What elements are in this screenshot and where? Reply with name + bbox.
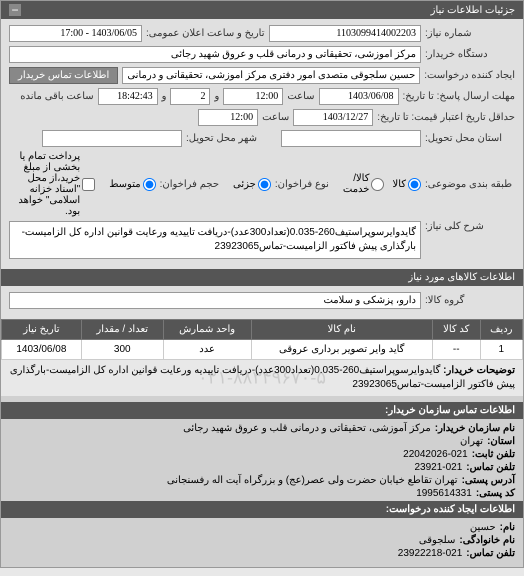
creator-contact-header: اطلاعات ایجاد کننده درخواست: — [1, 501, 523, 518]
radio-goods[interactable]: کالا — [392, 178, 421, 191]
tags-label: شرح کلی نیاز: — [425, 221, 515, 232]
fax-value: 23921-021 — [414, 462, 462, 473]
announce-date-input[interactable] — [9, 25, 142, 42]
description-row: توضیحات خریدار: گایدوایرسوپراستیف260-0.0… — [1, 360, 523, 396]
time-label-1: ساعت — [287, 91, 314, 102]
tags-text: گایدوایرسوپراستیف260-0.035(تعداد300عدد)-… — [9, 221, 421, 259]
remaining-days-input[interactable] — [170, 88, 210, 105]
address-value: تهران تقاطع خیابان حضرت ولی عصر(عج) و بز… — [167, 475, 458, 486]
table-row: 1 -- گاید وایر تصویر برداری عروقی عدد 30… — [2, 340, 523, 360]
th-unit: واحد شمارش — [163, 320, 251, 340]
state-value: تهران — [460, 436, 483, 447]
deadline-time-input[interactable] — [223, 88, 283, 105]
contact-info-button[interactable]: اطلاعات تماس خریدار — [9, 67, 118, 84]
fax-label: تلفن تماس: — [466, 462, 515, 473]
cell-name: گاید وایر تصویر برداری عروقی — [251, 340, 432, 360]
cell-date: 1403/06/08 — [2, 340, 82, 360]
day-label2: و — [162, 91, 167, 102]
goods-table: ردیف کد کالا نام کالا واحد شمارش تعداد /… — [1, 319, 523, 360]
validity-date-input[interactable] — [293, 109, 373, 126]
creator-family-value: سلجوقی — [419, 535, 455, 546]
validity-label: حداقل تاریخ اعتبار قیمت: تا تاریخ: — [377, 112, 515, 123]
creator-name-label: نام: — [500, 522, 515, 533]
cell-idx: 1 — [480, 340, 522, 360]
buyer-org-input[interactable] — [9, 46, 421, 63]
phone-value: 22042026-021 — [403, 449, 468, 460]
delivery-city-label: شهر محل تحویل: — [186, 133, 257, 144]
postal-label: کد پستی: — [476, 488, 515, 499]
partial-radio-group: جزئی — [233, 178, 271, 191]
table-header-row: ردیف کد کالا نام کالا واحد شمارش تعداد /… — [2, 320, 523, 340]
requester-label: ایجاد کننده درخواست: — [424, 70, 515, 81]
remaining-suffix: ساعت باقی مانده — [20, 91, 93, 102]
validity-time-input[interactable] — [198, 109, 258, 126]
creator-family-label: نام خانوادگی: — [459, 535, 515, 546]
requester-input[interactable] — [122, 67, 420, 84]
volume-radio-group: متوسط — [109, 178, 155, 191]
deadline-label: مهلت ارسال پاسخ: تا تاریخ: — [403, 91, 515, 102]
radio-service[interactable]: کالا/خدمت — [343, 173, 385, 195]
delivery-state-label: استان محل تحویل: — [425, 133, 515, 144]
payment-checkbox[interactable]: پرداخت تمام یا بخشی از مبلغ خرید،از محل … — [9, 151, 95, 217]
phone-label: تلفن ثابت: — [472, 449, 515, 460]
cell-qty: 300 — [81, 340, 163, 360]
cell-unit: عدد — [163, 340, 251, 360]
remaining-time-input[interactable] — [98, 88, 158, 105]
panel-title: جزئیات اطلاعات نیاز — [431, 5, 515, 16]
th-code: کد کالا — [432, 320, 480, 340]
org-name-value: مرکز آموزشی، تحقیقاتی و درمانی قلب و عرو… — [183, 423, 431, 434]
goods-section-title: اطلاعات کالاهای مورد نیاز — [1, 269, 523, 286]
request-number-input[interactable] — [269, 25, 422, 42]
announce-date-label: تاریخ و ساعت اعلان عمومی: — [146, 28, 265, 39]
address-label: آدرس پستی: — [462, 475, 515, 486]
postal-value: 1995614331 — [416, 488, 472, 499]
radio-medium[interactable]: متوسط — [109, 178, 155, 191]
desc-label: توضیحات خریدار: — [443, 365, 515, 376]
pack-type-label: طبقه بندی موضوعی: — [425, 179, 515, 190]
th-date: تاریخ نیاز — [2, 320, 82, 340]
partial-label: نوع فراخوان: — [275, 179, 329, 190]
creator-name-value: حسین — [470, 522, 496, 533]
time-label-2: ساعت — [262, 112, 289, 123]
state-label: استان: — [487, 436, 515, 447]
group-input[interactable] — [9, 292, 421, 309]
delivery-city-input[interactable] — [42, 130, 182, 147]
cell-code: -- — [432, 340, 480, 360]
delivery-state-input[interactable] — [281, 130, 421, 147]
deadline-date-input[interactable] — [319, 88, 399, 105]
creator-phone-value: 23922218-021 — [398, 548, 463, 559]
th-name: نام کالا — [251, 320, 432, 340]
panel-header: جزئیات اطلاعات نیاز − — [1, 1, 523, 19]
desc-text: گایدوایرسوپراستیف260-0.035(تعداد300عدد)-… — [10, 365, 515, 390]
buyer-org-label: دستگاه خریدار: — [425, 49, 515, 60]
group-label: گروه کالا: — [425, 295, 515, 306]
type-radio-group: کالا کالا/خدمت — [343, 173, 421, 195]
th-qty: تعداد / مقدار — [81, 320, 163, 340]
collapse-icon[interactable]: − — [9, 4, 21, 16]
th-idx: ردیف — [480, 320, 522, 340]
request-number-label: شماره نیاز: — [425, 28, 515, 39]
org-name-label: نام سازمان خریدار: — [435, 423, 515, 434]
day-sep: و — [214, 91, 219, 102]
org-contact-header: اطلاعات تماس سازمان خریدار: — [1, 402, 523, 419]
creator-phone-label: تلفن تماس: — [466, 548, 515, 559]
volume-label: حجم فراخوان: — [160, 179, 219, 190]
radio-partial[interactable]: جزئی — [233, 178, 271, 191]
